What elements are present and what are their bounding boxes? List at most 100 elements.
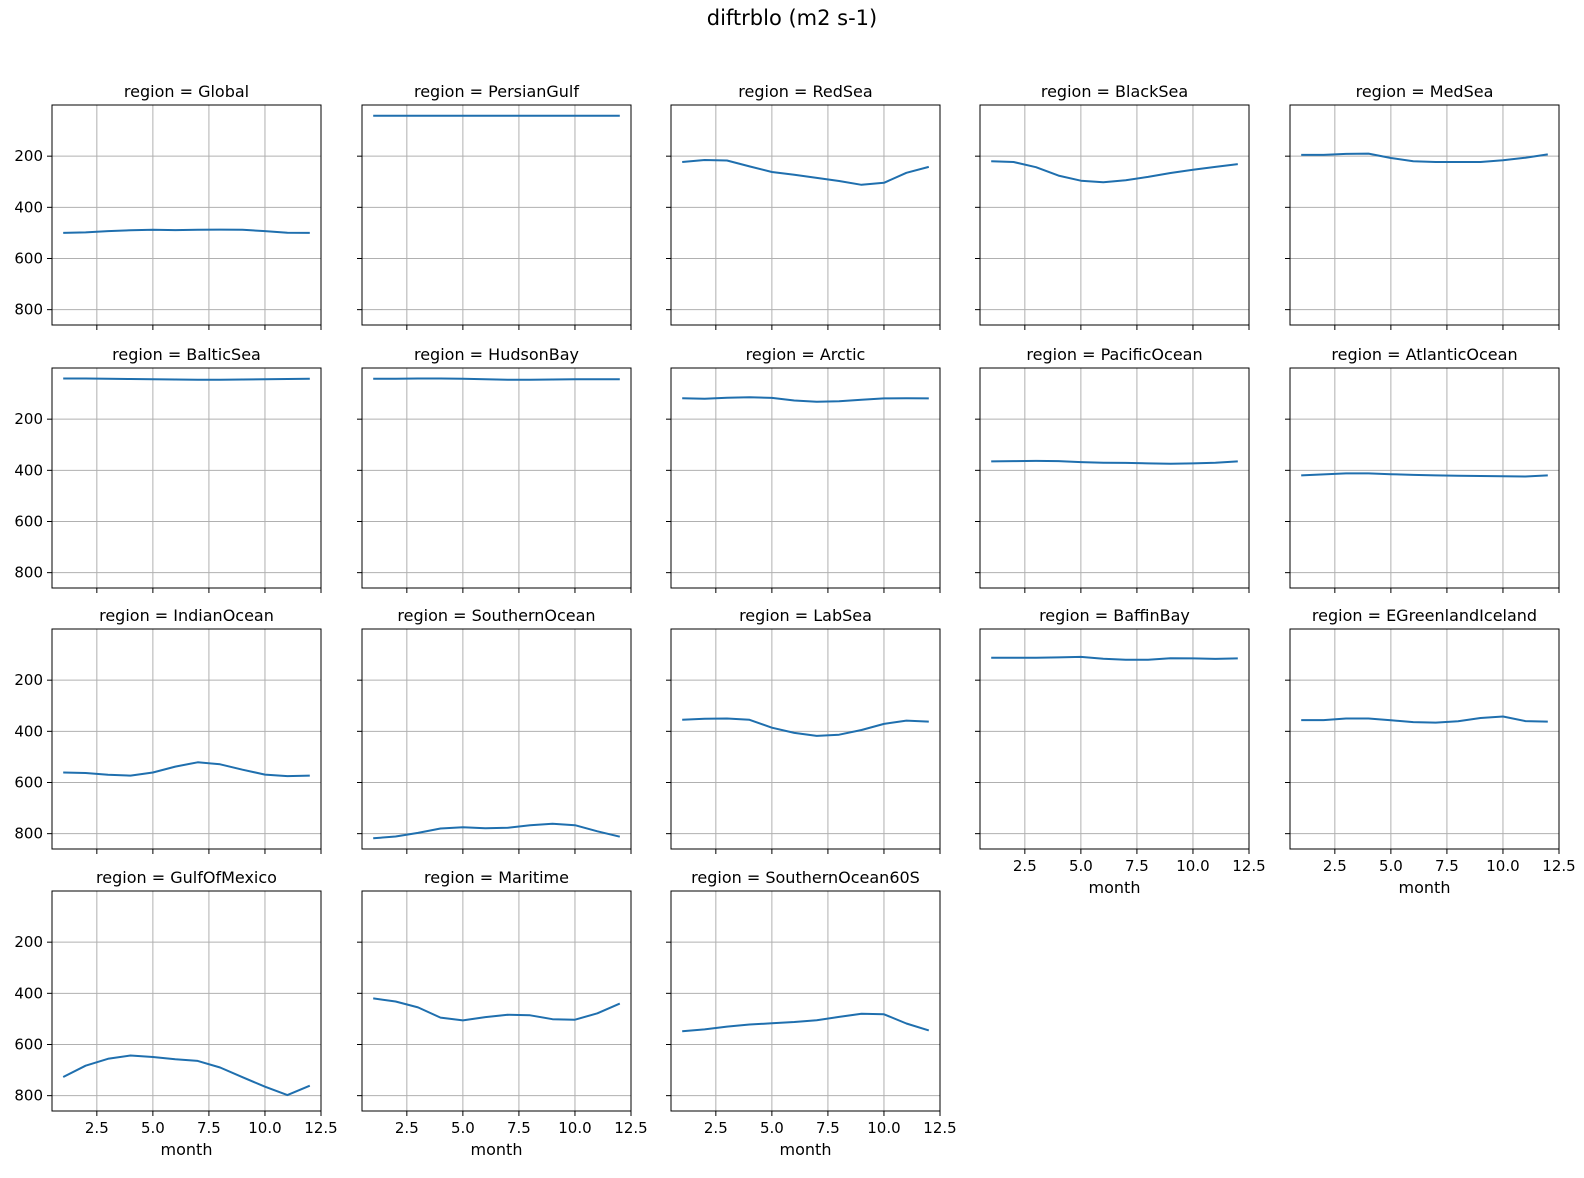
series-line — [682, 717, 929, 737]
panel-title: region = EGreenlandIceland — [1312, 606, 1537, 625]
x-tick-label: 12.5 — [1542, 857, 1575, 875]
x-tick-label: 12.5 — [923, 1119, 956, 1137]
x-tick-label: 2.5 — [704, 1119, 728, 1137]
facet-panel: region = SouthernOcean — [357, 606, 632, 854]
facet-panel: region = MedSea — [1285, 82, 1560, 330]
y-tick-label: 200 — [14, 147, 43, 165]
x-tick-label: 7.5 — [197, 1119, 221, 1137]
facet-panel: region = Maritime 2.5 5.0 7.5 10.0 12.5 month — [357, 868, 648, 1159]
series-line — [991, 160, 1238, 184]
panel-title: region = AtlanticOcean — [1331, 345, 1517, 364]
axes-frame — [979, 367, 1250, 589]
x-tick-label: 2.5 — [1013, 857, 1037, 875]
x-tick-label: 2.5 — [395, 1119, 419, 1137]
x-tick-label: 12.5 — [1232, 857, 1265, 875]
axes-frame — [1289, 104, 1560, 326]
y-tick-label: 800 — [14, 1087, 43, 1105]
y-tick-label: 600 — [14, 249, 43, 267]
panel-title: region = Maritime — [424, 868, 569, 887]
facet-panel: region = BalticSea 200 400 600 800 — [14, 345, 322, 593]
axes-frame — [670, 104, 941, 326]
facet-panel: region = AtlanticOcean — [1285, 345, 1560, 593]
panel-title: region = IndianOcean — [99, 606, 274, 625]
x-tick-label: 5.0 — [451, 1119, 475, 1137]
axes-frame — [979, 628, 1250, 850]
y-tick-label: 400 — [14, 198, 43, 216]
facet-panel: region = PacificOcean — [975, 345, 1250, 593]
y-tick-label: 600 — [14, 773, 43, 791]
x-axis-label: month — [780, 1140, 832, 1159]
series-line — [63, 761, 310, 778]
facet-panel: region = EGreenlandIceland 2.5 5.0 7.5 10.0 1… — [1285, 606, 1576, 897]
panel-title: region = HudsonBay — [414, 345, 579, 364]
x-tick-label: 5.0 — [141, 1119, 165, 1137]
series-line — [682, 396, 929, 403]
axes-frame — [361, 628, 632, 850]
y-tick-label: 800 — [14, 301, 43, 319]
series-line — [1301, 472, 1548, 478]
series-line — [62, 1054, 311, 1097]
axes-frame — [51, 367, 322, 589]
facet-panel: region = Arctic — [666, 345, 941, 593]
series-line — [373, 822, 621, 840]
series-line — [1301, 715, 1548, 724]
x-tick-label: 5.0 — [1379, 857, 1403, 875]
axes-frame — [361, 104, 632, 326]
series-line — [373, 377, 620, 381]
x-tick-label: 5.0 — [760, 1119, 784, 1137]
y-tick-label: 600 — [14, 1035, 43, 1053]
y-tick-label: 400 — [14, 461, 43, 479]
panel-title: region = PacificOcean — [1026, 345, 1202, 364]
facet-panel: region = RedSea — [666, 82, 941, 330]
facet-panel: region = BaffinBay 2.5 5.0 7.5 10.0 12.5 month — [975, 606, 1266, 897]
x-axis-label: month — [1089, 878, 1141, 897]
y-tick-label: 200 — [14, 671, 43, 689]
x-tick-label: 2.5 — [1323, 857, 1347, 875]
series-line — [63, 228, 310, 234]
y-tick-label: 800 — [14, 564, 43, 582]
series-line — [63, 377, 310, 381]
y-tick-label: 200 — [14, 410, 43, 428]
panel-title: region = BlackSea — [1041, 82, 1188, 101]
x-tick-label: 10.0 — [1486, 857, 1519, 875]
x-tick-label: 7.5 — [507, 1119, 531, 1137]
panel-title: region = SouthernOcean — [397, 606, 595, 625]
series-line — [373, 997, 621, 1022]
series-line — [682, 1012, 930, 1033]
axes-frame — [361, 367, 632, 589]
y-tick-label: 200 — [14, 933, 43, 951]
series-line — [1301, 152, 1548, 163]
chart-title: diftrblo (m2 s-1) — [706, 6, 878, 30]
axes-frame — [670, 628, 941, 850]
x-tick-label: 2.5 — [85, 1119, 109, 1137]
axes-frame — [670, 367, 941, 589]
panel-title: region = BalticSea — [112, 345, 261, 364]
facet-panel: region = SouthernOcean60S 2.5 5.0 7.5 10.0 12… — [666, 868, 957, 1159]
x-tick-label: 7.5 — [1435, 857, 1459, 875]
x-tick-label: 10.0 — [1176, 857, 1209, 875]
axes-frame — [51, 890, 322, 1112]
axes-frame — [979, 104, 1250, 326]
y-tick-label: 400 — [14, 722, 43, 740]
x-tick-label: 7.5 — [816, 1119, 840, 1137]
facet-panel: region = GulfOfMexico 2.5 5.0 7.5 10.0 12.5 20… — [14, 868, 337, 1159]
panel-title: region = Global — [124, 82, 249, 101]
facet-panel: region = LabSea — [666, 606, 941, 854]
x-tick-label: 10.0 — [248, 1119, 281, 1137]
x-axis-label: month — [471, 1140, 523, 1159]
x-tick-label: 5.0 — [1069, 857, 1093, 875]
axes-frame — [1289, 628, 1560, 850]
y-tick-label: 600 — [14, 512, 43, 530]
facet-panel: region = IndianOcean 200 400 600 800 — [14, 606, 322, 854]
x-tick-label: 12.5 — [614, 1119, 647, 1137]
x-tick-label: 7.5 — [1125, 857, 1149, 875]
x-tick-label: 10.0 — [867, 1119, 900, 1137]
x-axis-label: month — [1399, 878, 1451, 897]
panel-title: region = PersianGulf — [414, 82, 579, 101]
panel-title: region = GulfOfMexico — [96, 868, 277, 887]
panel-title: region = RedSea — [738, 82, 872, 101]
series-line — [682, 159, 930, 186]
panel-title: region = Arctic — [746, 345, 866, 364]
axes-frame — [51, 104, 322, 326]
